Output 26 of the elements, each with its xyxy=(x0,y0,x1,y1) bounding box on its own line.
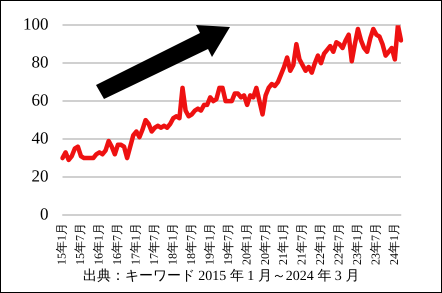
x-tick-label: 21年7月 xyxy=(294,223,309,265)
x-tick-label: 24年1月 xyxy=(387,223,401,265)
x-tick-label: 18年7月 xyxy=(184,223,198,265)
x-tick-label: 19年1月 xyxy=(202,223,216,265)
y-tick-label: 80 xyxy=(32,52,48,72)
x-tick-label: 23年7月 xyxy=(368,223,383,265)
y-tick-label: 20 xyxy=(32,166,48,186)
x-tick-label: 20年1月 xyxy=(239,223,254,265)
x-tick-label: 17年7月 xyxy=(146,223,161,265)
x-tick-label: 15年1月 xyxy=(54,223,69,265)
y-tick-label: 0 xyxy=(40,204,48,224)
x-tick-label: 23年1月 xyxy=(350,223,364,265)
source-note: 出典：キーワード 2015 年 1 月～2024 年 3 月 xyxy=(82,268,360,285)
x-tick-label: 19年7月 xyxy=(220,223,235,265)
x-tick-label: 17年1月 xyxy=(128,223,143,265)
x-tick-label: 22年7月 xyxy=(332,223,346,265)
y-tick-label: 40 xyxy=(32,128,48,148)
x-tick-label: 21年1月 xyxy=(276,223,290,265)
y-tick-label: 100 xyxy=(23,14,48,34)
x-tick-label: 16年1月 xyxy=(92,223,106,265)
x-tick-label: 18年1月 xyxy=(165,223,180,265)
x-tick-label: 20年7月 xyxy=(258,223,272,265)
y-tick-label: 60 xyxy=(32,90,48,110)
x-tick-label: 15年7月 xyxy=(73,223,88,265)
x-tick-label: 22年1月 xyxy=(313,223,328,265)
x-tick-label: 16年7月 xyxy=(110,223,124,265)
